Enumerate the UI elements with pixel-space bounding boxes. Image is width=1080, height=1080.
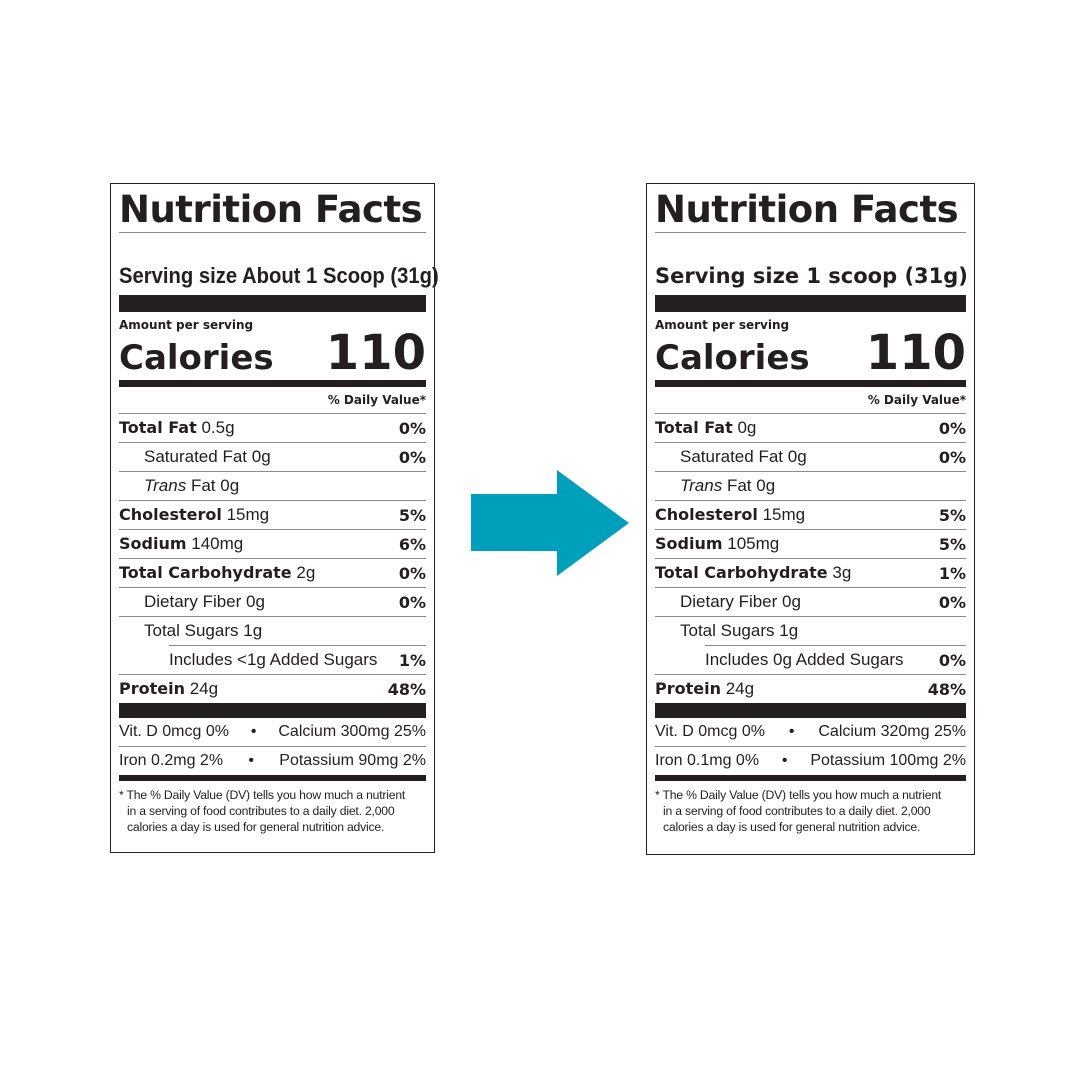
nutrient-row: Dietary Fiber 0g 0% bbox=[655, 587, 966, 616]
vitamin-row: Vit. D 0mcg 0% • Calcium 300mg 25% bbox=[119, 723, 426, 740]
divider bbox=[655, 232, 966, 233]
calories-label: Calories bbox=[119, 338, 274, 378]
daily-value-header: % Daily Value* bbox=[327, 393, 426, 407]
nutrient-row: Trans Fat 0g bbox=[655, 471, 966, 500]
nutrient-row: Total Sugars 1g bbox=[655, 616, 966, 645]
label-title: Nutrition Facts bbox=[119, 188, 423, 231]
thick-divider bbox=[655, 703, 966, 718]
vitamin-row: Vit. D 0mcg 0% • Calcium 320mg 25% bbox=[655, 723, 966, 740]
amount-per-serving: Amount per serving bbox=[655, 318, 790, 332]
nutrient-row: Trans Fat 0g bbox=[119, 471, 426, 500]
nutrient-row: Total Fat 0g 0% bbox=[655, 413, 966, 442]
nutrient-row: Includes 0g Added Sugars 0% bbox=[705, 645, 966, 674]
vitamin-row: Iron 0.2mg 2% • Potassium 90mg 2% bbox=[119, 746, 426, 775]
calories-label: Calories bbox=[655, 338, 810, 378]
medium-divider bbox=[119, 775, 426, 781]
thick-divider bbox=[655, 295, 966, 312]
label-title: Nutrition Facts bbox=[655, 188, 959, 231]
nutrient-row: Saturated Fat 0g 0% bbox=[655, 442, 966, 471]
nutrition-label-after: Nutrition Facts Serving size 1 scoop (31… bbox=[646, 183, 975, 855]
footnote: * The % Daily Value (DV) tells you how m… bbox=[119, 788, 406, 834]
nutrient-row: Total Carbohydrate 2g 0% bbox=[119, 558, 426, 587]
nutrient-row: Dietary Fiber 0g 0% bbox=[119, 587, 426, 616]
nutrient-row: Sodium 105mg 5% bbox=[655, 529, 966, 558]
nutrient-row: Total Carbohydrate 3g 1% bbox=[655, 558, 966, 587]
calories-row: Calories 110 bbox=[119, 328, 426, 378]
medium-divider bbox=[655, 380, 966, 387]
nutrient-row: Protein 24g 48% bbox=[119, 674, 426, 703]
right-arrow-icon bbox=[471, 470, 629, 576]
calories-value: 110 bbox=[325, 325, 426, 381]
nutrition-label-before: Nutrition Facts Serving size About 1 Sco… bbox=[110, 183, 439, 853]
footnote: * The % Daily Value (DV) tells you how m… bbox=[655, 788, 942, 834]
vitamin-row: Iron 0.1mg 0% • Potassium 100mg 2% bbox=[655, 746, 966, 775]
thick-divider bbox=[119, 703, 426, 718]
nutrient-row: Includes <1g Added Sugars 1% bbox=[169, 645, 426, 674]
nutrient-row: Cholesterol 15mg 5% bbox=[119, 500, 426, 529]
nutrient-row: Protein 24g 48% bbox=[655, 674, 966, 703]
thick-divider bbox=[119, 295, 426, 312]
nutrient-row: Total Fat 0.5g 0% bbox=[119, 413, 426, 442]
daily-value-header: % Daily Value* bbox=[867, 393, 966, 407]
calories-row: Calories 110 bbox=[655, 328, 966, 378]
divider bbox=[119, 232, 426, 233]
calories-value: 110 bbox=[865, 325, 966, 381]
nutrient-row: Total Sugars 1g bbox=[119, 616, 426, 645]
nutrient-row: Cholesterol 15mg 5% bbox=[655, 500, 966, 529]
medium-divider bbox=[655, 775, 966, 781]
serving-size: Serving size About 1 Scoop (31g) bbox=[119, 263, 439, 288]
medium-divider bbox=[119, 380, 426, 387]
amount-per-serving: Amount per serving bbox=[119, 318, 254, 332]
nutrient-row: Saturated Fat 0g 0% bbox=[119, 442, 426, 471]
serving-size: Serving size 1 scoop (31g) bbox=[655, 264, 968, 288]
nutrient-row: Sodium 140mg 6% bbox=[119, 529, 426, 558]
